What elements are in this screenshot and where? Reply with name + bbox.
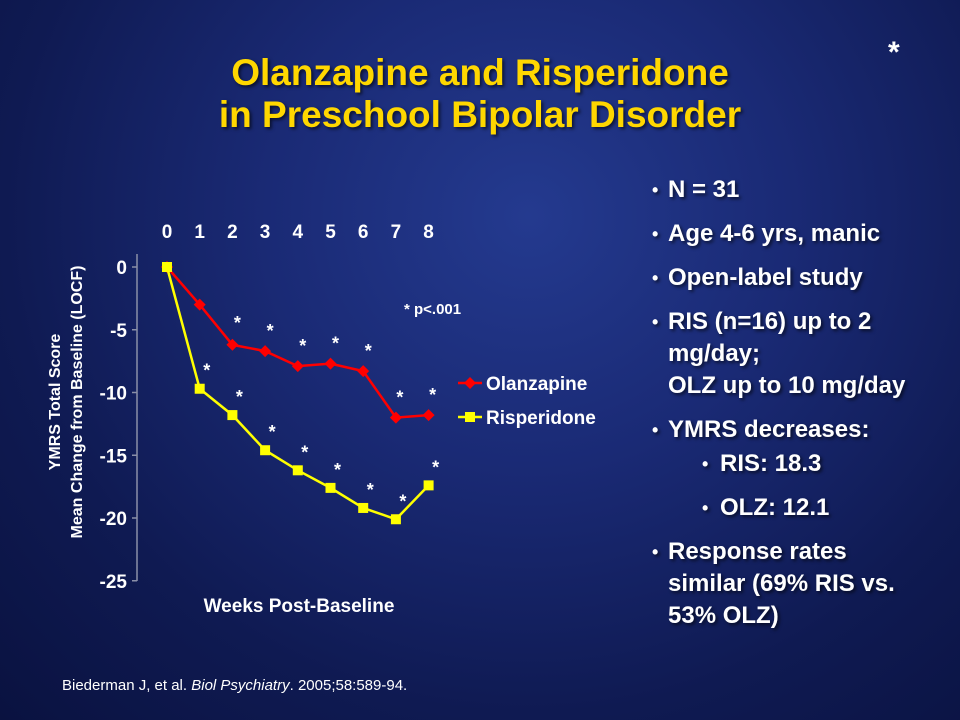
significance-asterisk: * — [269, 422, 276, 442]
y-tick-label: 0 — [116, 258, 127, 279]
olanzapine-point — [226, 338, 239, 351]
legend-label-olanzapine: Olanzapine — [486, 374, 587, 395]
x-tick-label: 4 — [293, 222, 304, 243]
significance-asterisk: * — [236, 387, 243, 407]
bullet-item: N = 31 — [652, 174, 956, 206]
x-tick-label: 3 — [260, 222, 271, 243]
bullet-item: YMRS decreases: RIS: 18.3 OLZ: 12.1 — [652, 414, 956, 524]
x-axis-label: Weeks Post-Baseline — [204, 596, 395, 617]
title-line-2: in Preschool Bipolar Disorder — [218, 94, 742, 135]
bullet-text: N = 31 — [668, 176, 740, 203]
risperidone-point — [162, 262, 172, 272]
bullet-list: N = 31 Age 4-6 yrs, manic Open-label stu… — [652, 174, 956, 644]
significance-annotation: * p<.001 — [404, 301, 461, 318]
significance-asterisk: * — [367, 480, 374, 500]
bullet-text: Response rates — [668, 538, 847, 565]
x-tick-label: 6 — [358, 222, 369, 243]
y-tick-label: -5 — [110, 321, 127, 342]
significance-asterisk: * — [203, 361, 210, 381]
risperidone-point — [358, 502, 369, 513]
y-axis-label-line-1: YMRS Total Score — [47, 334, 64, 471]
citation-rest: . 2005;58:589-94. — [289, 677, 408, 694]
legend-marker-olanzapine — [464, 377, 476, 389]
bullet-item: RIS (n=16) up to 2 mg/day; OLZ up to 10 … — [652, 306, 956, 402]
x-tick-label: 2 — [227, 222, 238, 243]
bullet-text: 53% OLZ) — [668, 602, 779, 629]
olanzapine-point — [422, 409, 435, 422]
olanzapine-point — [357, 365, 370, 378]
bullet-text: OLZ up to 10 mg/day — [668, 372, 906, 399]
risperidone-point — [227, 410, 238, 421]
significance-asterisk: * — [299, 336, 306, 356]
bullet-text: RIS (n=16) up to 2 — [668, 308, 872, 335]
slide-title: Olanzapine and Risperidone in Preschool … — [0, 52, 960, 136]
bullet-text: mg/day; — [668, 340, 761, 367]
significance-asterisk: * — [396, 388, 403, 408]
y-tick-label: -15 — [100, 446, 128, 467]
risperidone-point — [260, 445, 271, 456]
bullet-text: Open-label study — [668, 264, 863, 291]
bullet-text: YMRS decreases: — [668, 416, 870, 443]
significance-asterisk: * — [334, 460, 341, 480]
bullet-item: Open-label study — [652, 262, 956, 294]
y-axis-label-line-2: Mean Change from Baseline (LOCF) — [69, 266, 86, 539]
significance-asterisk: * — [332, 334, 339, 354]
significance-asterisk: * — [432, 457, 439, 477]
risperidone-line — [165, 266, 430, 521]
bullet-item: Age 4-6 yrs, manic — [652, 218, 956, 250]
title-line-1: Olanzapine and Risperidone — [231, 52, 729, 93]
risperidone-point — [325, 482, 336, 493]
olanzapine-point — [193, 298, 206, 311]
y-tick-label: -20 — [100, 509, 127, 530]
sub-bullet-item: OLZ: 12.1 — [702, 492, 956, 524]
x-tick-label: 0 — [162, 222, 173, 243]
y-tick-label: -25 — [100, 572, 128, 593]
olanzapine-point — [324, 357, 337, 370]
legend-marker-risperidone — [465, 412, 475, 422]
y-tick-label: -10 — [100, 384, 127, 405]
olanzapine-point — [259, 345, 272, 358]
citation: Biederman J, et al. Biol Psychiatry. 200… — [62, 677, 407, 694]
x-tick-label: 5 — [325, 222, 336, 243]
significance-asterisk: * — [399, 491, 406, 511]
olanzapine-point — [291, 360, 304, 373]
olanzapine-point — [389, 411, 402, 424]
significance-asterisk: * — [267, 321, 274, 341]
citation-authors: Biederman J, et al. — [62, 677, 192, 694]
significance-asterisk: * — [429, 385, 436, 405]
bullet-text: Age 4-6 yrs, manic — [668, 220, 881, 247]
sub-bullet-list: RIS: 18.3 OLZ: 12.1 — [668, 448, 956, 524]
x-tick-label: 8 — [423, 222, 434, 243]
significance-asterisk: * — [365, 341, 372, 361]
bullet-text: similar (69% RIS vs. — [668, 570, 895, 597]
legend-label-risperidone: Risperidone — [486, 408, 596, 429]
citation-journal: Biol Psychiatry — [191, 677, 290, 694]
risperidone-point — [390, 514, 401, 525]
risperidone-point — [292, 465, 303, 476]
x-tick-label: 1 — [194, 222, 205, 243]
risperidone-point — [194, 383, 205, 394]
corner-asterisk: * — [888, 36, 900, 69]
x-tick-label: 7 — [391, 222, 402, 243]
significance-asterisk: * — [234, 313, 241, 333]
risperidone-point — [423, 480, 434, 491]
sub-bullet-item: RIS: 18.3 — [702, 448, 956, 480]
significance-asterisk: * — [301, 442, 308, 462]
bullet-item: Response rates similar (69% RIS vs. 53% … — [652, 536, 956, 632]
